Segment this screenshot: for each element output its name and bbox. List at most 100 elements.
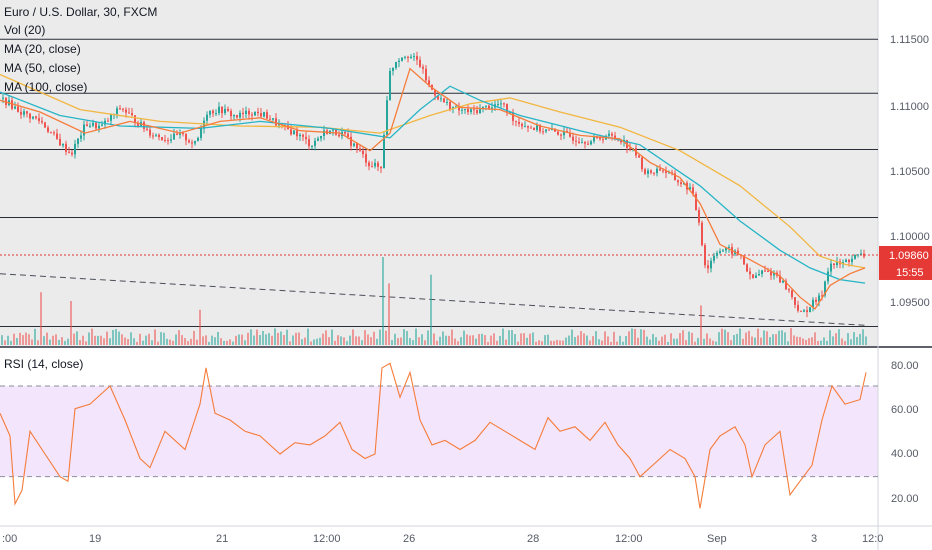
volume-bar — [799, 336, 801, 345]
volume-bar — [628, 331, 630, 345]
candle-body — [335, 129, 337, 135]
volume-bar — [193, 330, 195, 345]
volume-bar — [163, 332, 165, 345]
volume-bar — [16, 338, 18, 345]
volume-bar — [553, 340, 555, 345]
ma20-legend[interactable]: MA (20, close) — [4, 42, 81, 56]
candle-body — [62, 143, 64, 146]
volume-bar — [247, 332, 249, 345]
volume-bar — [376, 338, 378, 345]
candle-body — [809, 307, 811, 313]
candle-body — [458, 106, 460, 111]
candle-body — [761, 270, 763, 274]
candle-body — [410, 56, 412, 58]
volume-bar — [58, 339, 60, 345]
volume-bar — [409, 338, 411, 345]
volume-bars — [1, 257, 867, 345]
candle-body — [122, 108, 124, 110]
candle-body — [137, 123, 139, 127]
candle-body — [404, 56, 406, 58]
candle-body — [413, 56, 415, 58]
candle-body — [545, 129, 547, 132]
candle-body — [278, 124, 280, 126]
candle-body — [221, 106, 223, 114]
candle-body — [659, 168, 661, 171]
candle-body — [170, 139, 172, 141]
candle-body — [779, 275, 781, 283]
candle-body — [80, 135, 82, 139]
candle-body — [377, 162, 379, 167]
volume-bar — [199, 309, 201, 345]
volume-legend[interactable]: Vol (20) — [4, 23, 45, 37]
volume-bar — [691, 332, 693, 345]
candle-body — [23, 111, 25, 115]
candle-body — [257, 111, 259, 114]
candle-body — [575, 140, 577, 142]
price-tick: 1.09500 — [890, 297, 930, 309]
volume-bar — [223, 340, 225, 345]
volume-bar — [280, 331, 282, 345]
candle-body — [362, 150, 364, 155]
volume-bar — [442, 331, 444, 345]
candle-body — [206, 114, 208, 121]
candle-body — [47, 127, 49, 132]
volume-bar — [613, 331, 615, 345]
volume-bar — [829, 330, 831, 345]
rsi-legend[interactable]: RSI (14, close) — [4, 357, 83, 371]
volume-bar — [823, 337, 825, 345]
volume-bar — [313, 339, 315, 345]
volume-bar — [517, 341, 519, 345]
volume-bar — [655, 337, 657, 345]
volume-bar — [760, 337, 762, 345]
volume-bar — [658, 340, 660, 345]
volume-bar — [340, 336, 342, 345]
ma100-legend[interactable]: MA (100, close) — [4, 80, 87, 94]
volume-bar — [700, 305, 702, 345]
volume-bar — [202, 336, 204, 345]
candle-body — [479, 108, 481, 114]
volume-bar — [316, 338, 318, 345]
volume-bar — [535, 341, 537, 345]
candle-body — [347, 133, 349, 137]
candle-body — [803, 310, 805, 312]
candle-body — [152, 135, 154, 137]
candle-body — [677, 180, 679, 183]
candle-body — [653, 172, 655, 174]
price-pane[interactable] — [0, 0, 878, 346]
candle-body — [380, 166, 382, 169]
volume-bar — [79, 340, 81, 345]
candle-body — [578, 141, 580, 143]
volume-bar — [532, 332, 534, 345]
symbol-legend[interactable]: Euro / U.S. Dollar, 30, FXCM — [4, 5, 157, 19]
volume-bar — [37, 340, 39, 345]
candle-body — [158, 134, 160, 138]
volume-bar — [616, 341, 618, 345]
candle-body — [269, 118, 271, 120]
volume-bar — [514, 334, 516, 345]
candle-body — [254, 111, 256, 116]
ma50-legend[interactable]: MA (50, close) — [4, 61, 81, 75]
candle-body — [419, 59, 421, 67]
volume-bar — [646, 336, 648, 345]
volume-bar — [610, 341, 612, 345]
candle-body — [437, 95, 439, 100]
volume-bar — [127, 338, 129, 345]
volume-bar — [520, 333, 522, 345]
volume-bar — [346, 341, 348, 345]
volume-bar — [121, 334, 123, 345]
volume-bar — [166, 338, 168, 345]
candle-body — [590, 141, 592, 145]
rsi-line — [0, 362, 878, 509]
volume-bar — [481, 333, 483, 345]
horizontal-levels[interactable] — [0, 38, 878, 327]
volume-bar — [592, 336, 594, 345]
candle-body — [614, 135, 616, 139]
volume-bar — [676, 338, 678, 345]
volume-bar — [775, 334, 777, 345]
volume-bar — [109, 338, 111, 345]
volume-bar — [436, 340, 438, 345]
volume-bar — [574, 336, 576, 345]
candle-body — [275, 118, 277, 126]
volume-bar — [382, 257, 384, 345]
